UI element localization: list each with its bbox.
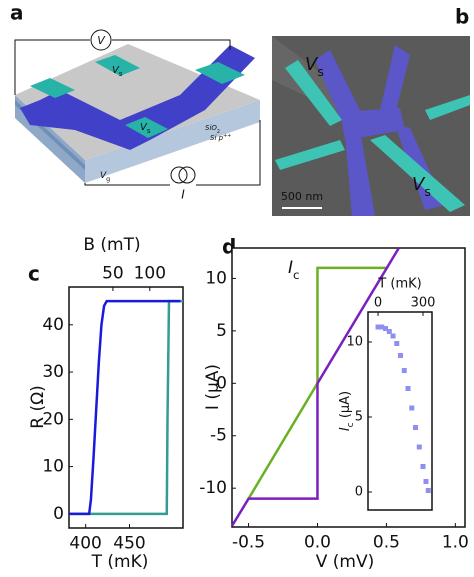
gate-label-part: g — [106, 176, 110, 183]
layer-label: Si p++ — [210, 133, 231, 143]
data-point — [398, 353, 404, 358]
layer-label-part: Si p — [210, 134, 224, 142]
y-tick-label: 0 — [355, 485, 363, 500]
y-tick-label: 10 — [42, 457, 64, 477]
gate-label: Vg — [100, 171, 110, 183]
plot-frame — [68, 286, 184, 529]
probe-label: Vs — [412, 174, 431, 199]
data-point — [409, 405, 415, 411]
x-axis-label: T (mK) — [377, 277, 421, 292]
probe-label: Vs — [112, 65, 123, 78]
y-axis-label-part: (µA) — [338, 391, 353, 422]
y-tick-label: 20 — [42, 409, 64, 429]
scale-bar-label: 500 nm — [281, 190, 323, 203]
data-point — [420, 464, 426, 469]
probe-label-part: V — [112, 65, 120, 76]
probe-label: Vs — [140, 122, 151, 135]
x2-tick-label: 100 — [134, 263, 166, 283]
y-tick-label: 40 — [42, 315, 64, 335]
probe-label-part: s — [317, 64, 324, 79]
data-point — [390, 333, 396, 339]
y-tick-label: 10 — [205, 268, 227, 288]
probe-label-part: s — [119, 70, 123, 78]
y-axis-label: R (Ω) — [28, 385, 48, 428]
schematic — [14, 29, 261, 186]
data-line — [230, 247, 400, 527]
panel-label: b — [455, 5, 469, 29]
data-line — [69, 299, 181, 516]
y-tick-label: 0 — [216, 373, 227, 393]
x-tick-label: -0.5 — [232, 532, 265, 552]
probe-label-part: V — [140, 122, 148, 133]
y-tick-label: 10 — [346, 335, 363, 350]
y-axis-label-part: I — [338, 427, 353, 431]
data-point — [401, 368, 407, 373]
x-tick-label: 1.0 — [442, 532, 469, 552]
panel-label: c — [28, 262, 40, 286]
probe-label-part: V — [305, 54, 319, 75]
x-tick-label: 400 — [69, 533, 101, 553]
y-tick-label: 5 — [355, 410, 363, 425]
annotation: Ic — [288, 258, 300, 282]
data-point — [383, 326, 389, 331]
sem-image — [272, 36, 470, 216]
y-tick-label: 30 — [42, 362, 64, 382]
probe-label-part: s — [424, 184, 431, 199]
gate-label-part: V — [100, 171, 107, 181]
x2-axis-label: B (mT) — [83, 235, 140, 255]
layer-label-part: ++ — [223, 133, 231, 139]
probe-label-part: s — [147, 127, 151, 135]
probe-label: Vs — [305, 54, 324, 79]
annotation-part: I — [288, 258, 293, 278]
x-axis-label: V (mV) — [316, 552, 375, 572]
layer-label-part: 2 — [217, 129, 220, 135]
layer-label-part: SiO — [205, 124, 217, 132]
x-tick-label: 450 — [113, 533, 145, 553]
data-line — [247, 266, 387, 500]
y-tick-label: -5 — [210, 426, 227, 446]
y-tick-label: -10 — [199, 478, 227, 498]
x-tick-label: 0.5 — [373, 532, 400, 552]
x-tick-label: 0 — [374, 295, 382, 310]
data-point — [394, 341, 400, 346]
x-tick-label: 300 — [411, 295, 436, 310]
data-point — [416, 444, 422, 450]
data-point — [405, 386, 411, 391]
y-axis-label: I (µA) — [203, 364, 223, 410]
data-point — [386, 329, 392, 334]
x2-tick-label: 50 — [102, 263, 124, 283]
y-axis-label: Ic (µA) — [338, 391, 356, 431]
data-point — [413, 425, 419, 430]
panel-label: a — [10, 1, 24, 25]
y-tick-label: 5 — [216, 321, 227, 341]
plot-frame — [367, 311, 433, 511]
annotation-part: c — [293, 268, 300, 282]
data-point — [425, 488, 431, 493]
data-point — [375, 324, 381, 330]
data-point — [423, 479, 429, 484]
y-tick-label: 0 — [53, 504, 64, 524]
x-axis-label: T (mK) — [91, 552, 149, 572]
x-tick-label: 0.0 — [304, 532, 331, 552]
voltmeter-label: V — [97, 34, 106, 47]
data-point — [379, 324, 385, 330]
y-axis-label-part: c — [346, 422, 356, 427]
probe-label-part: V — [412, 174, 426, 195]
current-label: I — [181, 188, 185, 202]
layer-label: SiO2 — [205, 124, 220, 135]
